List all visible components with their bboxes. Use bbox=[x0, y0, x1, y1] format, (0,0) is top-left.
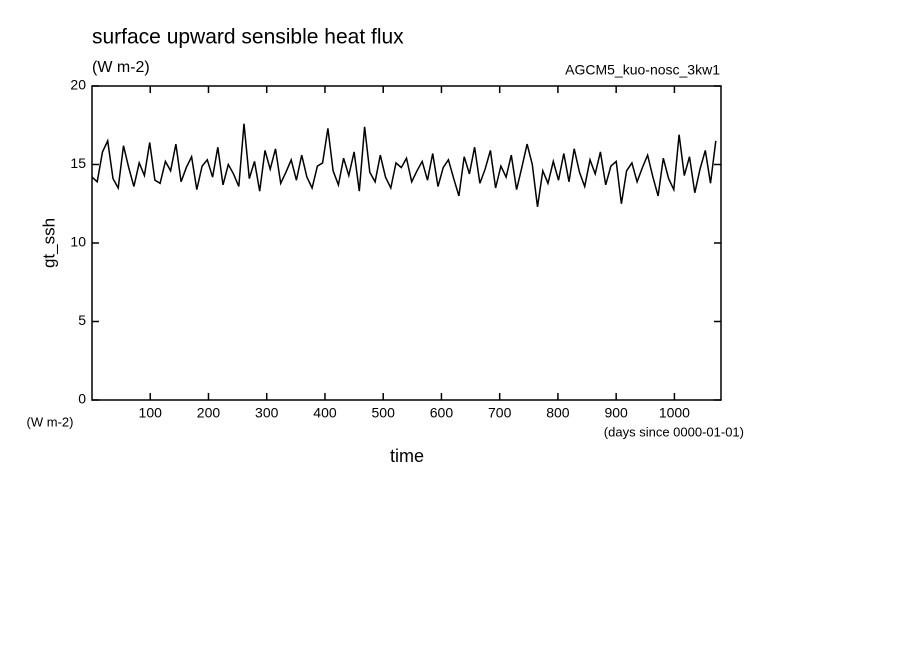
x-tick-label: 200 bbox=[197, 405, 221, 421]
x-tick-label: 100 bbox=[139, 405, 163, 421]
x-tick-label: 900 bbox=[604, 405, 628, 421]
x-tick-label: 1000 bbox=[659, 405, 690, 421]
y-tick-label: 10 bbox=[70, 234, 86, 250]
x-tick-label: 400 bbox=[313, 405, 337, 421]
x-tick-label: 500 bbox=[372, 405, 396, 421]
x-tick-label: 800 bbox=[546, 405, 570, 421]
annotation: AGCM5_kuo-nosc_3kw1 bbox=[565, 62, 720, 78]
x-tick-label: 700 bbox=[488, 405, 512, 421]
x-units: (days since 0000-01-01) bbox=[604, 424, 744, 439]
x-tick-label: 600 bbox=[430, 405, 454, 421]
y-tick-label: 5 bbox=[78, 312, 86, 328]
y-axis-label: gt_ssh bbox=[39, 218, 58, 268]
y-tick-label: 0 bbox=[78, 391, 86, 407]
chart-title: surface upward sensible heat flux bbox=[92, 26, 404, 49]
y-tick-label: 15 bbox=[70, 155, 86, 171]
x-tick-label: 300 bbox=[255, 405, 279, 421]
plot-frame bbox=[91, 85, 722, 401]
data-line bbox=[91, 123, 717, 208]
x-axis-label: time bbox=[390, 446, 424, 466]
subtitle: (W m-2) bbox=[92, 59, 150, 76]
y-units: (W m-2) bbox=[27, 414, 74, 429]
y-tick-label: 20 bbox=[70, 77, 86, 93]
